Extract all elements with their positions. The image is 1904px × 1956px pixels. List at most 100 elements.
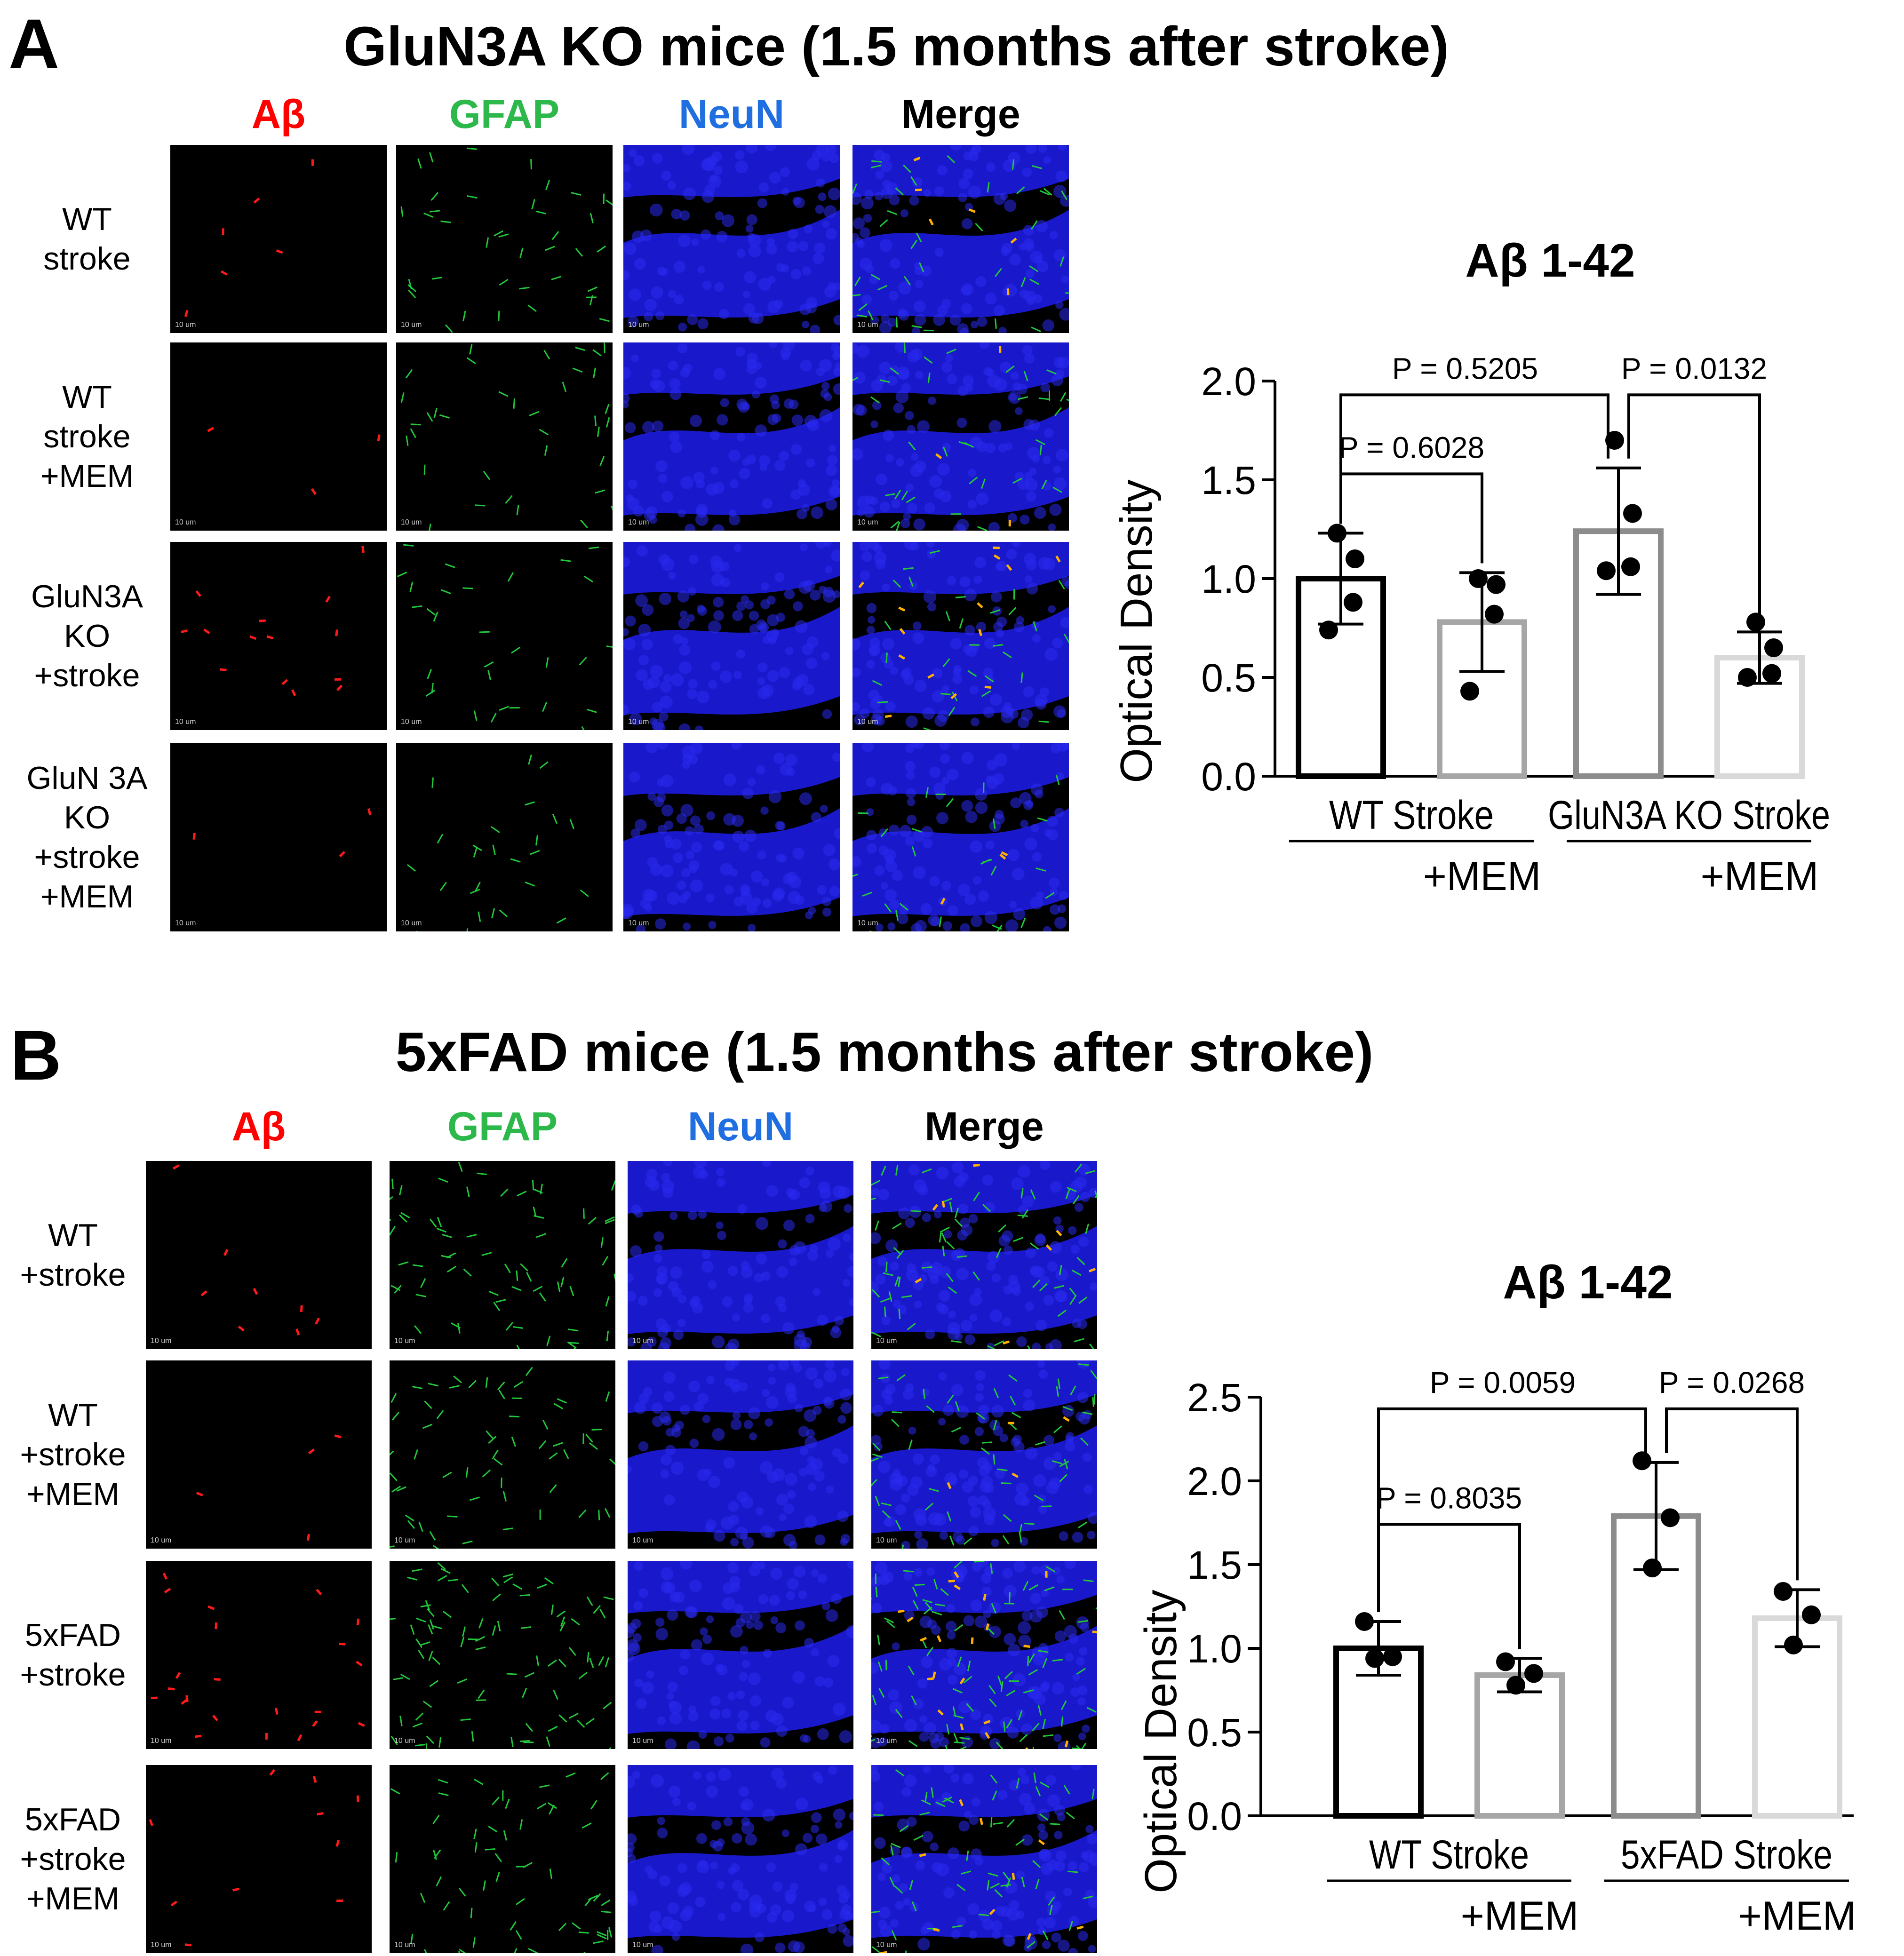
micrograph-abeta: 10 um	[146, 1161, 372, 1349]
scale-bar-label: 10 um	[628, 321, 649, 329]
scale-bar-label: 10 um	[632, 1536, 653, 1544]
micrograph-texture	[852, 542, 1069, 730]
chart-a-title: Aβ 1-42	[1465, 234, 1635, 287]
micrograph-gfap: 10 um	[396, 743, 613, 931]
data-point	[1496, 1652, 1515, 1671]
scale-bar-label: 10 um	[857, 919, 878, 927]
micrograph-neun: 10 um	[628, 1561, 853, 1749]
p-value-label: P = 0.6028	[1338, 430, 1484, 464]
micrograph-merge: 10 um	[871, 1360, 1097, 1549]
group-label: WT Stroke	[1369, 1832, 1529, 1877]
row-label-line: WT	[62, 379, 112, 415]
row-label-line: stroke	[43, 419, 131, 454]
y-tick-label: 1.5	[1201, 458, 1256, 502]
data-point	[1346, 549, 1364, 568]
row-label-line: +MEM	[26, 1881, 120, 1916]
micrograph-texture	[400, 342, 613, 531]
bar-chart-a: Aβ 1-42 Optical Density 0.0 0.5 1.0 1.5 2.0 P…	[1111, 234, 1830, 899]
mem-label: +MEM	[1461, 1893, 1579, 1939]
data-point	[1469, 569, 1488, 588]
data-point	[1485, 604, 1504, 624]
row-label-line: +MEM	[40, 879, 134, 914]
data-point	[1355, 1612, 1374, 1631]
micrograph-texture	[628, 1561, 853, 1749]
y-tick-label: 2.5	[1187, 1376, 1242, 1420]
micrograph-gfap: 10 um	[390, 1360, 615, 1549]
row-label-line: GluN3A	[31, 579, 143, 614]
micrograph-merge: 10 um	[871, 1161, 1097, 1349]
column-header-gfap: GFAP	[449, 92, 560, 137]
micrograph-texture	[184, 159, 314, 317]
scale-bar-label: 10 um	[876, 1536, 897, 1544]
scale-bar-label: 10 um	[401, 518, 422, 526]
micrograph-abeta: 10 um	[170, 342, 387, 531]
micrograph-merge: 10 um	[852, 342, 1069, 531]
row-label: WT +stroke	[5, 1216, 141, 1295]
micrograph-texture	[390, 1562, 614, 1749]
data-point	[1328, 524, 1346, 543]
column-header-abeta: Aβ	[251, 92, 306, 137]
row-label-line: +stroke	[20, 1437, 126, 1472]
scale-bar-label: 10 um	[632, 1737, 653, 1745]
p-value-label: P = 0.0268	[1659, 1366, 1805, 1399]
scale-bar-label: 10 um	[394, 1737, 415, 1745]
scale-bar-label: 10 um	[632, 1337, 653, 1345]
micrograph-texture	[852, 145, 1069, 333]
p-value-label: P = 0.0132	[1621, 351, 1767, 385]
y-tick-label: 1.5	[1187, 1543, 1242, 1587]
micrograph-abeta: 10 um	[170, 145, 387, 333]
micrograph-texture	[151, 1573, 365, 1741]
scale-bar-label: 10 um	[876, 1337, 897, 1345]
column-header-neun: NeuN	[687, 1104, 794, 1149]
data-point	[1623, 504, 1642, 523]
column-header-merge: Merge	[924, 1104, 1044, 1149]
micrograph-texture	[852, 743, 1069, 931]
row-label-line: +MEM	[40, 458, 134, 494]
scale-bar-label: 10 um	[394, 1536, 415, 1544]
column-header-neun: NeuN	[678, 92, 785, 137]
scale-bar-label: 10 um	[876, 1737, 897, 1745]
micrograph-neun: 10 um	[623, 743, 840, 931]
chart-b-ylabel: Optical Density	[1136, 1590, 1186, 1893]
row-label-line: KO	[64, 618, 111, 654]
data-point	[1365, 1649, 1384, 1668]
data-point	[1597, 561, 1616, 580]
p-value-label: P = 0.8035	[1376, 1481, 1522, 1515]
comparison-bracket	[1665, 1407, 1799, 1581]
micrograph-merge: 10 um	[852, 145, 1069, 333]
data-point	[1764, 638, 1783, 657]
y-tick-label: 1.0	[1201, 557, 1256, 601]
micrograph-neun: 10 um	[623, 342, 840, 531]
y-tick-label: 0.5	[1201, 656, 1256, 700]
micrograph-neun: 10 um	[628, 1161, 853, 1349]
data-point	[1784, 1635, 1803, 1654]
panel-a-letter: A	[8, 4, 60, 83]
micrograph-texture	[181, 546, 365, 697]
row-label-line: +stroke	[20, 1257, 126, 1293]
row-label: 5xFAD +stroke +MEM	[5, 1800, 141, 1918]
micrograph-abeta: 10 um	[170, 542, 387, 730]
micrograph-texture	[390, 1367, 615, 1549]
micrograph-texture	[852, 342, 1069, 531]
micrograph-gfap: 10 um	[390, 1561, 615, 1749]
micrograph-gfap: 10 um	[390, 1765, 615, 1953]
micrograph-texture	[623, 342, 840, 531]
row-label-line: +stroke	[20, 1841, 126, 1877]
data-point	[1506, 1676, 1525, 1695]
micrograph-texture	[390, 1161, 615, 1349]
comparison-bracket	[1377, 1407, 1647, 1613]
chart-b-title: Aβ 1-42	[1503, 1256, 1673, 1309]
data-point	[1605, 431, 1624, 450]
data-point	[1383, 1647, 1402, 1666]
micrograph-gfap: 10 um	[396, 342, 613, 531]
row-label-line: +stroke	[20, 1657, 126, 1693]
row-label-line: WT	[62, 201, 112, 237]
data-point	[1460, 682, 1479, 701]
scale-bar-label: 10 um	[151, 1536, 172, 1544]
p-value-label: P = 0.5205	[1392, 351, 1538, 385]
micrograph-merge: 10 um	[852, 542, 1069, 730]
bar-chart-b: Aβ 1-42 Optical Density 0.0 0.5 1.0 1.5 2.0 2…	[1136, 1256, 1856, 1939]
scale-bar-label: 10 um	[151, 1737, 172, 1745]
scale-bar-label: 10 um	[394, 1941, 415, 1949]
bar	[1474, 1672, 1565, 1819]
